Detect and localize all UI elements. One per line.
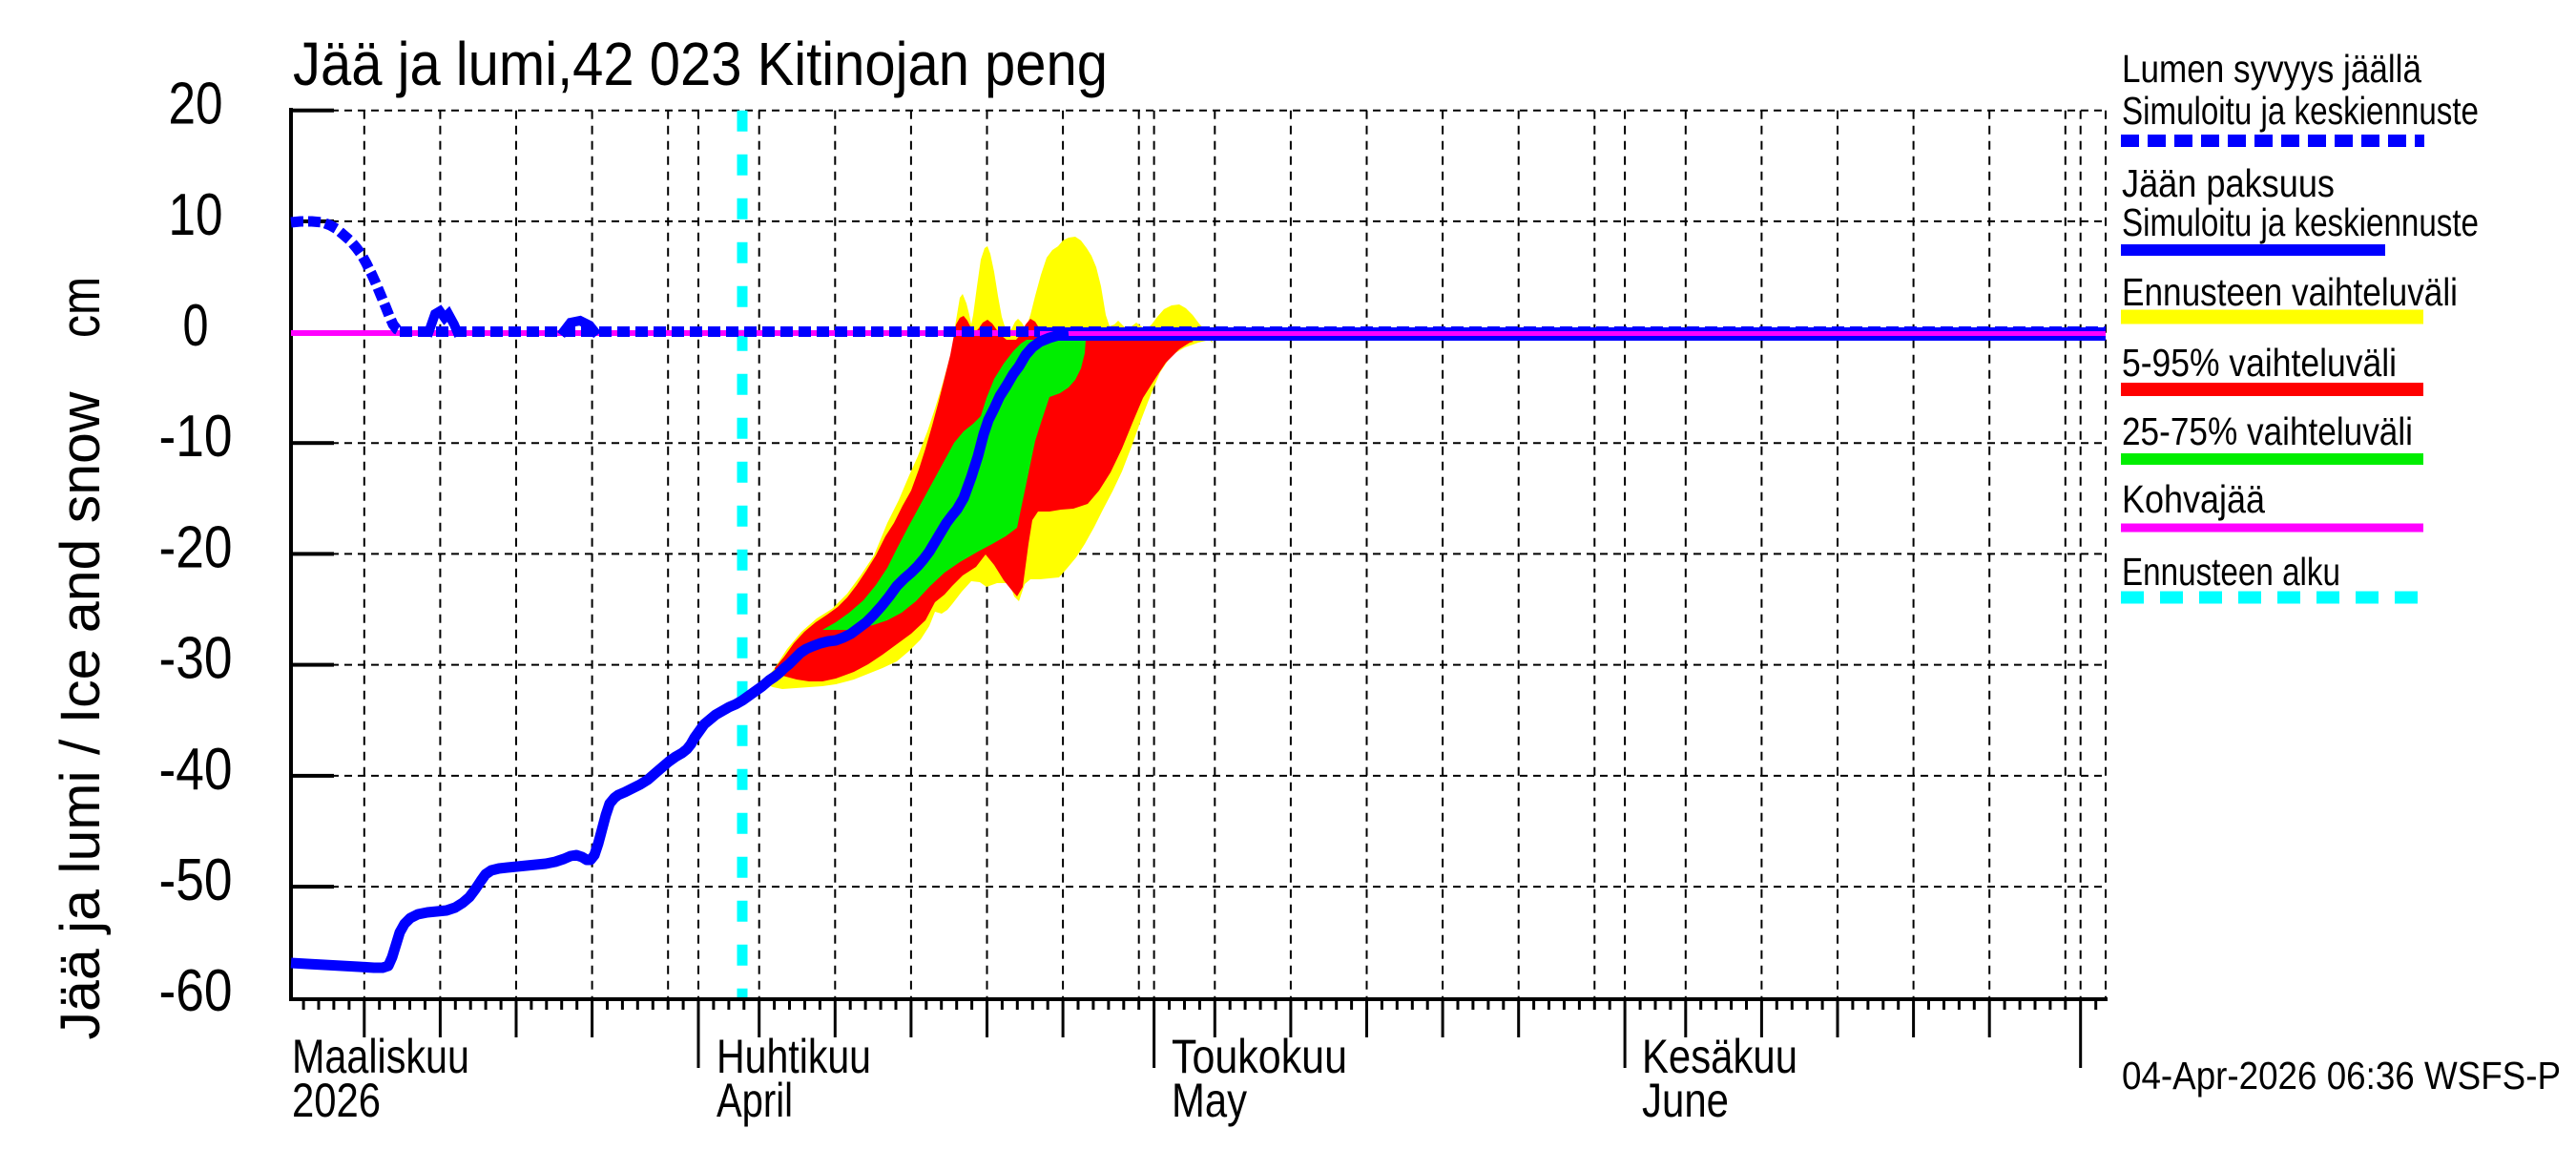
svg-text:cm: cm (50, 277, 112, 338)
svg-text:5-95% vaihteluväli: 5-95% vaihteluväli (2122, 341, 2397, 385)
svg-text:Jään paksuus: Jään paksuus (2122, 161, 2335, 205)
svg-text:Maaliskuu: Maaliskuu (292, 1030, 469, 1083)
svg-text:Kesäkuu: Kesäkuu (1642, 1030, 1797, 1083)
svg-text:Huhtikuu: Huhtikuu (717, 1030, 871, 1083)
svg-text:Kohvajää: Kohvajää (2122, 477, 2265, 521)
svg-text:-10: -10 (159, 404, 233, 470)
svg-text:June: June (1642, 1074, 1729, 1127)
svg-text:Ennusteen vaihteluväli: Ennusteen vaihteluväli (2122, 270, 2458, 314)
svg-text:Jää ja lumi,42 023 Kitinojan p: Jää ja lumi,42 023 Kitinojan peng (293, 30, 1108, 98)
svg-text:Ennusteen alku: Ennusteen alku (2122, 550, 2340, 594)
svg-text:10: 10 (169, 182, 223, 248)
svg-text:Simuloitu ja keskiennuste: Simuloitu ja keskiennuste (2122, 89, 2479, 133)
svg-text:-40: -40 (159, 737, 233, 803)
svg-text:-20: -20 (159, 514, 233, 580)
svg-text:May: May (1172, 1074, 1247, 1127)
svg-text:04-Apr-2026 06:36 WSFS-P: 04-Apr-2026 06:36 WSFS-P (2122, 1054, 2561, 1098)
svg-text:Lumen syvyys jäällä: Lumen syvyys jäällä (2122, 47, 2421, 91)
svg-text:2026: 2026 (292, 1074, 381, 1127)
svg-text:20: 20 (169, 72, 223, 137)
svg-text:Toukokuu: Toukokuu (1172, 1030, 1347, 1083)
svg-text:April: April (717, 1074, 793, 1127)
svg-text:0: 0 (183, 293, 209, 359)
svg-text:-50: -50 (159, 847, 233, 913)
svg-text:-60: -60 (159, 958, 233, 1024)
svg-text:-30: -30 (159, 626, 233, 692)
svg-text:Simuloitu ja keskiennuste: Simuloitu ja keskiennuste (2122, 200, 2479, 244)
svg-text:Jää ja lumi / Ice and snow: Jää ja lumi / Ice and snow (50, 390, 112, 1039)
svg-text:25-75% vaihteluväli: 25-75% vaihteluväli (2122, 409, 2413, 453)
